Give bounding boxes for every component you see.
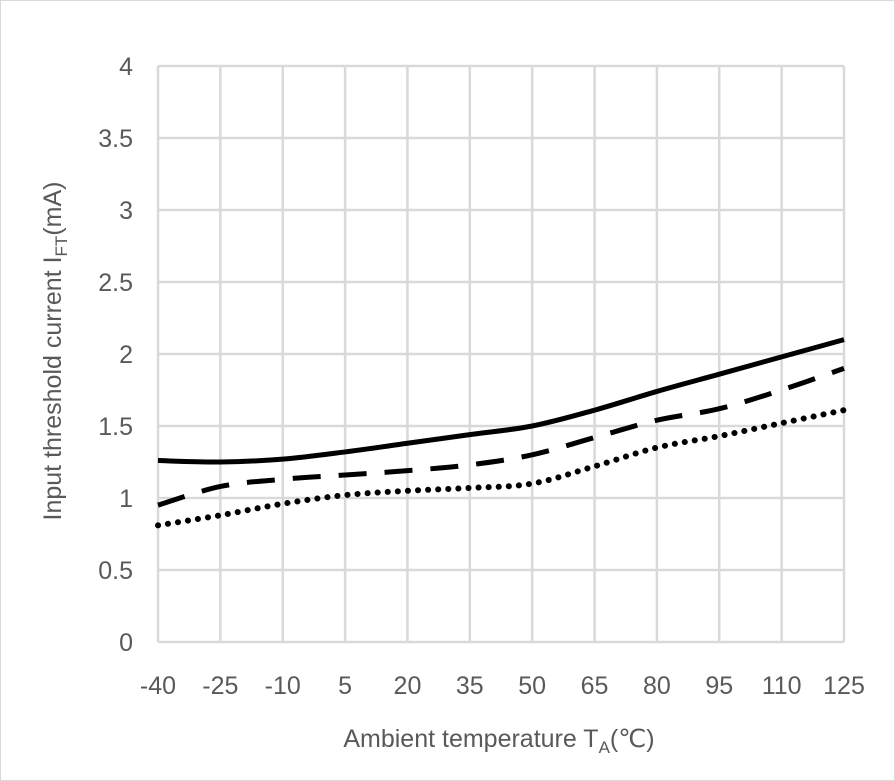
y-axis-title-main: Input threshold current I [39,256,67,520]
y-axis-title: Input threshold current IFT(mA) [39,182,71,521]
y-tick-label: 4 [119,53,133,81]
x-tick-label: 65 [581,672,609,700]
x-tick-label: -25 [202,672,238,700]
x-tick-label: 35 [456,672,484,700]
x-axis-title: Ambient temperature TA(℃) [343,725,654,757]
y-tick-label: 0 [119,629,133,657]
x-tick-label: 80 [643,672,671,700]
series-line-solid [157,337,845,465]
y-tick-label: 1 [119,485,133,513]
y-axis-title-suffix: (mA) [39,182,67,236]
x-tick-label: 20 [394,672,422,700]
y-tick-label: 3 [119,197,133,225]
x-axis-title-sub: A [599,738,611,757]
gridlines [156,64,846,644]
y-tick-labels: 0 0.5 1 1.5 2 2.5 3 3.5 4 [98,53,133,657]
x-tick-label: -40 [140,672,176,700]
y-axis-title-sub: FT [52,236,71,257]
series-line-dotted [155,407,847,529]
x-axis-title-main: Ambient temperature T [343,725,598,753]
x-tick-label: -10 [265,672,301,700]
y-tick-label: 2 [119,341,133,369]
x-tick-labels: -40 -25 -10 5 20 35 50 65 80 95 110 125 [140,672,865,700]
x-tick-label: 110 [762,672,802,700]
y-tick-label: 2.5 [98,269,133,297]
x-axis-title-suffix: (℃) [610,725,655,753]
x-tick-label: 125 [823,672,865,700]
y-tick-label: 3.5 [98,125,133,153]
x-tick-label: 50 [518,672,546,700]
series-line-dashed [157,366,845,508]
y-tick-label: 1.5 [98,413,133,441]
y-tick-label: 0.5 [98,557,133,585]
series-lines [155,337,847,529]
x-tick-label: 5 [338,672,352,700]
x-tick-label: 95 [705,672,733,700]
